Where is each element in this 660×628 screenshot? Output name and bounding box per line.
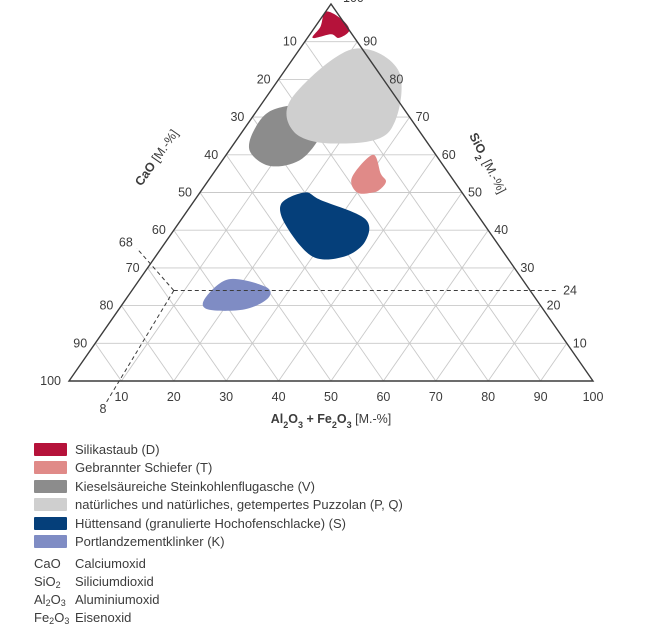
- region-5: [202, 278, 271, 311]
- tick-label-sio2-20: 20: [547, 299, 561, 313]
- guide-label-al: 8: [99, 402, 106, 416]
- abbreviation-formula: Al2O3: [34, 592, 66, 608]
- tick-label-cao-60: 60: [152, 223, 166, 237]
- tick-label-al-80: 80: [481, 390, 495, 404]
- abbreviation-item: SiO2 Siliciumdioxid: [34, 574, 160, 592]
- tick-label-sio2-50: 50: [468, 186, 482, 200]
- grid-lines: [94, 41, 568, 382]
- legend-swatch: [34, 535, 67, 549]
- tick-label-sio2-90: 90: [363, 35, 377, 49]
- abbreviation-formula: SiO2: [34, 574, 61, 590]
- legend-label: Gebrannter Schiefer (T): [75, 460, 213, 476]
- abbreviation-item: Fe2O3 Eisenoxid: [34, 610, 160, 628]
- grid-line-al-90: [540, 343, 568, 382]
- tick-labels: 10 20 30 40 50 60 70 80 90 100 10 20 30 40 50 60 70 80 90 1…: [40, 0, 603, 416]
- tick-label-cao-90: 90: [73, 336, 87, 350]
- abbreviation-name: Aluminiumoxid: [75, 592, 160, 607]
- tick-label-al-100: 100: [583, 390, 604, 404]
- abbreviation-item: Al2O3 Aluminiumoxid: [34, 592, 160, 610]
- grid-line-al-50: [330, 192, 463, 382]
- tick-label-cao-40: 40: [204, 148, 218, 162]
- tick-label-cao-100: 100: [40, 374, 61, 388]
- tick-label-al-50: 50: [324, 390, 338, 404]
- abbreviation-formula: CaO: [34, 556, 61, 571]
- tick-label-al-60: 60: [376, 390, 390, 404]
- tick-label-al-20: 20: [167, 390, 181, 404]
- region-0: [312, 11, 350, 39]
- grid-line-cao-50: [199, 192, 332, 382]
- tick-label-cao-20: 20: [257, 72, 271, 86]
- guide-line-al: [105, 290, 175, 404]
- grid-line-cao-10: [94, 343, 122, 382]
- legend-item: Portlandzementklinker (K): [34, 533, 403, 552]
- legend-label: Silikastaub (D): [75, 441, 160, 457]
- guide-label-sio2: 24: [563, 284, 577, 298]
- grid-line-cao-20: [121, 305, 175, 382]
- tick-label-sio2-30: 30: [520, 261, 534, 275]
- region-3: [286, 48, 402, 144]
- tick-label-cao-80: 80: [99, 299, 113, 313]
- legend-swatch: [34, 516, 67, 530]
- guide-line-cao: [136, 248, 175, 291]
- legend-label: Hüttensand (granulierte Hochofenschlacke…: [75, 515, 346, 531]
- legend-swatch: [34, 479, 67, 493]
- grid-line-al-70: [435, 267, 515, 382]
- ternary-chart: 10 20 30 40 50 60 70 80 90 100 10 20 30 40 50 60 70 80 90 1…: [40, 0, 603, 430]
- legend-item: Silikastaub (D): [34, 440, 403, 459]
- axis-title-al2o3-fe2o3: Al2O3 + Fe2O3 [M.-%]: [271, 412, 391, 430]
- tick-label-sio2-100: 100: [343, 0, 364, 5]
- tick-label-cao-30: 30: [230, 110, 244, 124]
- grid-line-cao-30: [147, 267, 227, 382]
- region-4: [280, 192, 370, 260]
- tick-label-cao-70: 70: [126, 261, 140, 275]
- legend-swatch: [34, 461, 67, 475]
- tick-label-al-70: 70: [429, 390, 443, 404]
- guide-lines: [105, 248, 559, 404]
- tick-label-al-30: 30: [219, 390, 233, 404]
- tick-label-sio2-40: 40: [494, 223, 508, 237]
- abbreviation-list: CaO Calciumoxid SiO2 Siliciumdioxid Al2O3 Alu…: [34, 556, 160, 628]
- abbreviation-name: Siliciumdioxid: [75, 574, 154, 589]
- tick-label-cao-50: 50: [178, 186, 192, 200]
- guide-label-cao: 68: [119, 235, 133, 249]
- triangle-frame: [67, 2, 595, 382]
- legend-item: Kieselsäureiche Steinkohlenflugasche (V): [34, 477, 403, 496]
- legend-swatch: [34, 498, 67, 512]
- legend-swatch: [34, 442, 67, 456]
- tick-label-sio2-10: 10: [573, 336, 587, 350]
- abbreviation-formula: Fe2O3: [34, 610, 70, 626]
- legend-label: natürliches und natürliches, getempertes…: [75, 497, 403, 513]
- grid-line-cao-60: [225, 154, 384, 382]
- tick-label-sio2-80: 80: [389, 72, 403, 86]
- axis-title-cao: CaO [M.-%]: [132, 127, 181, 189]
- tick-label-sio2-60: 60: [442, 148, 456, 162]
- region-1: [351, 154, 386, 194]
- region-layer: [202, 11, 402, 311]
- tick-label-sio2-70: 70: [416, 110, 430, 124]
- legend-item: Gebrannter Schiefer (T): [34, 459, 403, 478]
- legend-item: Hüttensand (granulierte Hochofenschlacke…: [34, 514, 403, 533]
- abbreviation-item: CaO Calciumoxid: [34, 556, 160, 574]
- axis-titles: CaO [M.-%] SiO2 [M.-%]Al2O3 + Fe2O3 [M.-%…: [132, 127, 509, 430]
- abbreviation-name: Calciumoxid: [75, 556, 146, 571]
- tick-label-al-40: 40: [272, 390, 286, 404]
- legend: Silikastaub (D) Gebrannter Schiefer (T) Ki…: [34, 440, 403, 551]
- tick-label-al-90: 90: [534, 390, 548, 404]
- legend-item: natürliches und natürliches, getempertes…: [34, 496, 403, 515]
- legend-label: Portlandzementklinker (K): [75, 534, 225, 550]
- tick-label-cao-10: 10: [283, 35, 297, 49]
- tick-label-al-10: 10: [114, 390, 128, 404]
- abbreviation-name: Eisenoxid: [75, 610, 132, 625]
- legend-label: Kieselsäureiche Steinkohlenflugasche (V): [75, 478, 315, 494]
